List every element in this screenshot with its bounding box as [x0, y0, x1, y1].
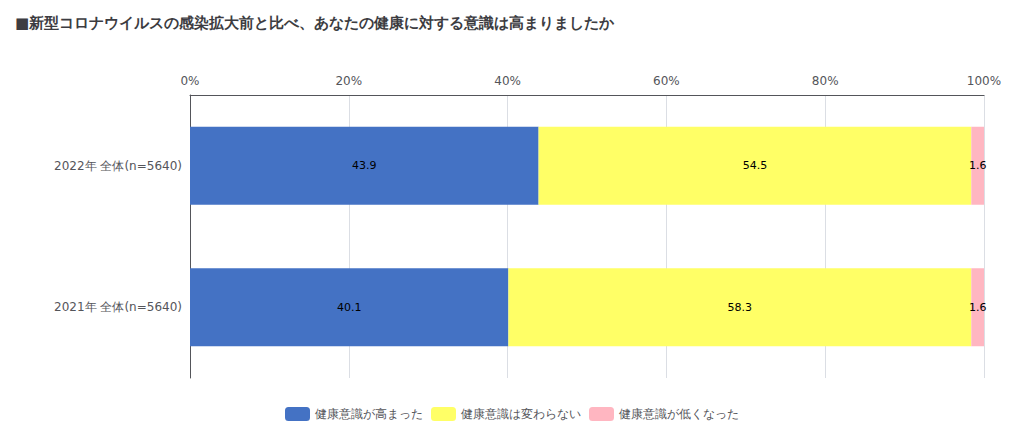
svg-text:40.1: 40.1 — [337, 301, 362, 314]
svg-text:58.3: 58.3 — [728, 301, 753, 314]
svg-text:20%: 20% — [335, 74, 362, 88]
svg-text:1.6: 1.6 — [969, 159, 987, 172]
svg-text:健康意識が低くなった: 健康意識が低くなった — [619, 407, 739, 421]
svg-text:2022年 全体(n=5640): 2022年 全体(n=5640) — [54, 159, 182, 173]
svg-text:健康意識は変わらない: 健康意識は変わらない — [461, 407, 581, 421]
svg-text:40%: 40% — [494, 74, 521, 88]
svg-text:80%: 80% — [812, 74, 839, 88]
svg-text:100%: 100% — [967, 74, 1001, 88]
svg-text:■新型コロナウイルスの感染拡大前と比べ、あなたの健康に対する: ■新型コロナウイルスの感染拡大前と比べ、あなたの健康に対する意識は高まりましたか — [15, 14, 615, 32]
svg-text:0%: 0% — [180, 74, 199, 88]
svg-text:1.6: 1.6 — [969, 301, 987, 314]
svg-text:健康意識が高まった: 健康意識が高まった — [315, 407, 423, 421]
svg-text:60%: 60% — [653, 74, 680, 88]
svg-text:54.5: 54.5 — [743, 159, 768, 172]
svg-text:2021年 全体(n=5640): 2021年 全体(n=5640) — [54, 300, 182, 314]
svg-text:43.9: 43.9 — [352, 159, 377, 172]
